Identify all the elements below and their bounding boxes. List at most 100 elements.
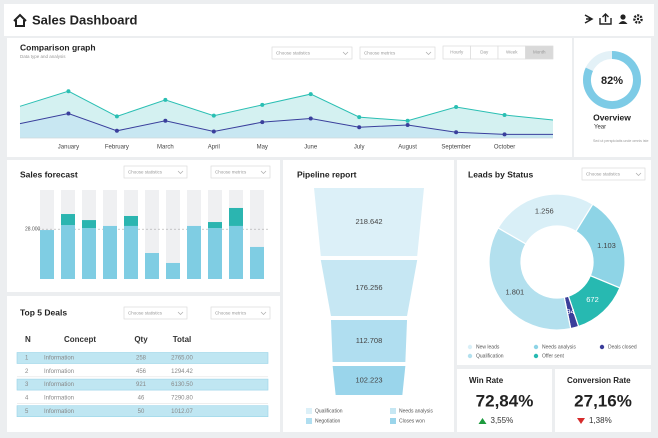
table-cell: 46 bbox=[138, 395, 145, 401]
table-cell: Information bbox=[44, 369, 74, 375]
table-cell: Information bbox=[44, 382, 74, 388]
upload-icon[interactable] bbox=[599, 13, 612, 25]
table-cell: 6130.50 bbox=[171, 382, 193, 388]
dropdown-label: Choose statistics bbox=[586, 172, 621, 177]
dropdown-arrow bbox=[342, 51, 349, 55]
line bbox=[19, 113, 553, 135]
bar bbox=[124, 225, 138, 279]
point bbox=[405, 123, 410, 128]
dropdown[interactable] bbox=[123, 306, 188, 320]
donut-segment bbox=[488, 227, 572, 331]
dropdown-arrow bbox=[260, 311, 267, 315]
bar bbox=[82, 228, 96, 279]
data-label: 176.256 bbox=[355, 283, 382, 292]
point bbox=[405, 118, 410, 123]
kpi-change: 1,38% bbox=[589, 416, 612, 425]
dropdown[interactable] bbox=[210, 165, 271, 179]
dropdown-label: Choose statistics bbox=[128, 311, 163, 316]
legend-label: New leads bbox=[476, 344, 500, 350]
kpi-value: 72,84% bbox=[476, 391, 534, 410]
legend-swatch bbox=[467, 344, 473, 350]
x-tick-label: May bbox=[257, 145, 268, 151]
data-label: 218.642 bbox=[355, 217, 382, 226]
funnel-segment bbox=[330, 320, 408, 362]
period-label: Week bbox=[506, 50, 518, 55]
panel bbox=[555, 369, 651, 432]
kpi-title: Conversion Rate bbox=[567, 376, 631, 385]
table-cell: 2765.00 bbox=[171, 356, 193, 362]
bar-background bbox=[166, 190, 180, 279]
legend-label: Qualification bbox=[476, 353, 504, 359]
point bbox=[260, 120, 265, 125]
period-button[interactable] bbox=[525, 45, 554, 60]
column-header: N bbox=[25, 335, 31, 344]
legend-swatch bbox=[467, 353, 473, 359]
gauge-title: Overview bbox=[593, 112, 631, 122]
column-header: Total bbox=[173, 335, 192, 344]
table-cell: 5 bbox=[25, 409, 29, 415]
x-tick-label: June bbox=[304, 145, 318, 151]
x-tick-label: March bbox=[157, 145, 174, 151]
settings-icon[interactable] bbox=[633, 14, 643, 24]
table-cell: 2 bbox=[25, 369, 29, 375]
legend-label: Needs analysis bbox=[399, 408, 433, 414]
point bbox=[114, 114, 119, 119]
dropdown[interactable] bbox=[359, 46, 436, 60]
table-cell: 921 bbox=[136, 382, 147, 388]
table-cell: 3 bbox=[25, 382, 29, 388]
dropdown-arrow bbox=[260, 170, 267, 174]
gauge-arc bbox=[583, 51, 641, 109]
table-cell: Information bbox=[44, 409, 74, 415]
table-cell: 4 bbox=[25, 395, 29, 401]
panel-title: Leads by Status bbox=[468, 169, 533, 179]
table-cell: 258 bbox=[136, 356, 147, 362]
kpi-change: 3,55% bbox=[491, 416, 514, 425]
point bbox=[163, 97, 168, 102]
bar bbox=[124, 215, 138, 226]
table-cell: 1 bbox=[25, 356, 29, 362]
point bbox=[357, 125, 362, 130]
x-tick-label: January bbox=[58, 145, 79, 151]
point bbox=[454, 105, 459, 110]
bar bbox=[103, 225, 117, 279]
bar bbox=[250, 246, 264, 279]
point bbox=[211, 113, 216, 118]
panel-title: Comparison graph bbox=[20, 42, 96, 52]
dropdown-label: Choose statistics bbox=[276, 51, 311, 56]
header-bar bbox=[4, 4, 654, 36]
point bbox=[66, 89, 71, 94]
user-icon[interactable] bbox=[618, 14, 628, 24]
trend-arrow bbox=[577, 418, 585, 424]
dropdown-arrow bbox=[635, 172, 642, 176]
point bbox=[211, 129, 216, 134]
legend-swatch bbox=[533, 353, 539, 359]
row-highlight bbox=[16, 352, 269, 364]
legend-swatch bbox=[533, 344, 539, 350]
header-icons bbox=[584, 13, 643, 25]
data-label: 1.801 bbox=[505, 287, 524, 296]
x-tick-label: April bbox=[208, 145, 220, 151]
funnel-segment bbox=[332, 366, 406, 395]
panel-subtitle: Data type and analysis bbox=[20, 54, 66, 59]
bar bbox=[82, 220, 96, 229]
share-icon[interactable] bbox=[584, 14, 594, 24]
gauge-value: 82% bbox=[601, 75, 623, 87]
area bbox=[20, 113, 553, 138]
panel-title: Sales forecast bbox=[20, 169, 78, 179]
legend-swatch bbox=[306, 418, 312, 424]
panel bbox=[457, 369, 552, 432]
dropdown[interactable] bbox=[581, 167, 646, 181]
point bbox=[454, 130, 459, 135]
dropdown-label: Choose statistics bbox=[128, 170, 163, 175]
table-cell: Information bbox=[44, 395, 74, 401]
home-icon[interactable] bbox=[13, 13, 27, 27]
row-highlight bbox=[16, 405, 269, 418]
dropdown[interactable] bbox=[271, 46, 353, 60]
legend-swatch bbox=[599, 344, 605, 350]
dropdown[interactable] bbox=[210, 306, 271, 320]
dropdown[interactable] bbox=[123, 165, 188, 179]
point bbox=[357, 115, 362, 120]
gauge-subtitle: Year bbox=[594, 125, 606, 131]
dropdown-arrow bbox=[177, 170, 184, 174]
data-label: 102.223 bbox=[355, 375, 382, 384]
